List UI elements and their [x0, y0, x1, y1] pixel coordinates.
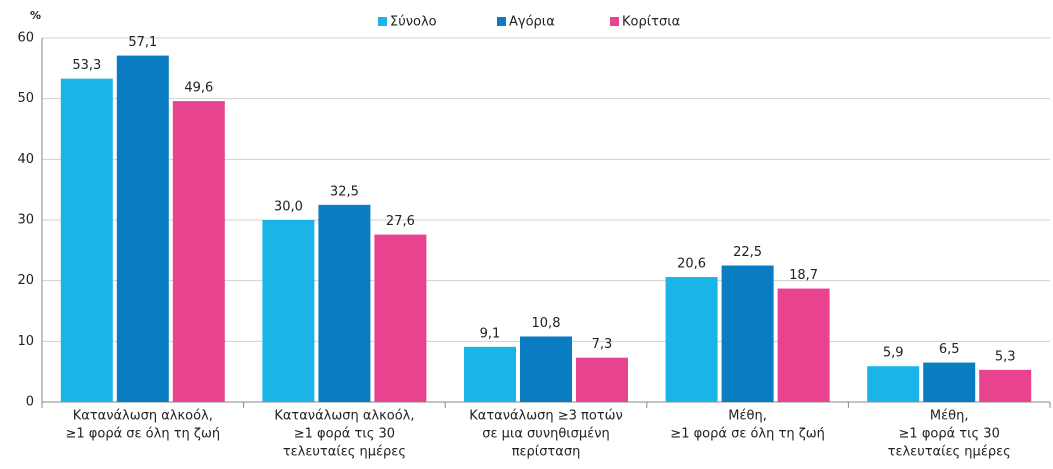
bar — [116, 55, 169, 403]
bar — [262, 220, 315, 402]
bar — [576, 357, 628, 402]
x-tick-label: τελευταίες ημέρες — [888, 445, 1011, 460]
bar — [721, 265, 774, 402]
legend-swatch — [378, 17, 387, 26]
bar — [172, 101, 225, 403]
y-unit: % — [30, 9, 41, 22]
legend-label: Σύνολο — [390, 15, 437, 30]
data-label: 27,6 — [386, 214, 415, 229]
data-label: 32,5 — [330, 184, 359, 199]
x-tick-label: ≥1 φορά σε όλη τη ζωή — [66, 427, 221, 442]
bar — [979, 369, 1032, 402]
y-tick-label: 30 — [17, 213, 34, 228]
bar — [867, 366, 920, 402]
x-tick-label: ≥1 φορά σε όλη τη ζωή — [670, 427, 825, 442]
x-tick-label: Κατανάλωση αλκοόλ, — [73, 409, 213, 424]
x-tick-label: Μέθη, — [728, 409, 767, 424]
legend-swatch — [610, 17, 619, 26]
data-label: 7,3 — [592, 337, 613, 352]
legend-label: Αγόρια — [509, 15, 555, 30]
legend-swatch — [497, 17, 506, 26]
legend-label: Κορίτσια — [622, 15, 680, 30]
bar — [777, 288, 830, 402]
x-tick-label: Μέθη, — [930, 409, 969, 424]
data-label: 30,0 — [274, 200, 303, 215]
y-tick-label: 0 — [26, 395, 34, 410]
data-label: 18,7 — [789, 268, 818, 283]
data-label: 22,5 — [733, 245, 762, 260]
data-label: 5,9 — [883, 346, 904, 361]
y-tick-label: 60 — [17, 31, 34, 46]
data-label: 20,6 — [677, 257, 706, 272]
data-label: 49,6 — [184, 81, 213, 96]
bar — [60, 78, 113, 402]
data-label: 5,3 — [995, 349, 1016, 364]
bar — [923, 362, 976, 402]
data-label: 6,5 — [939, 342, 960, 357]
y-tick-label: 50 — [17, 91, 34, 106]
data-label: 53,3 — [72, 58, 101, 73]
y-tick-label: 10 — [17, 334, 34, 349]
x-tick-label: ≥1 φορά τις 30 — [899, 427, 1000, 442]
x-tick-label: ≥1 φορά τις 30 — [294, 427, 395, 442]
x-tick-label: σε μια συνηθισμένη — [482, 427, 609, 442]
bar — [520, 336, 572, 402]
bar — [464, 346, 516, 402]
x-tick-label: Κατανάλωση ≥3 ποτών — [469, 409, 623, 424]
x-tick-label: Κατανάλωση αλκοόλ, — [274, 409, 414, 424]
bar — [374, 234, 427, 402]
x-tick-label: περίσταση — [512, 445, 581, 460]
bar — [665, 277, 718, 402]
bar — [318, 204, 371, 402]
y-tick-label: 20 — [17, 273, 34, 288]
x-tick-label: τελευταίες ημέρες — [283, 445, 406, 460]
y-tick-label: 40 — [17, 152, 34, 167]
data-label: 9,1 — [480, 326, 501, 341]
data-label: 57,1 — [128, 35, 157, 50]
data-label: 10,8 — [532, 316, 561, 331]
